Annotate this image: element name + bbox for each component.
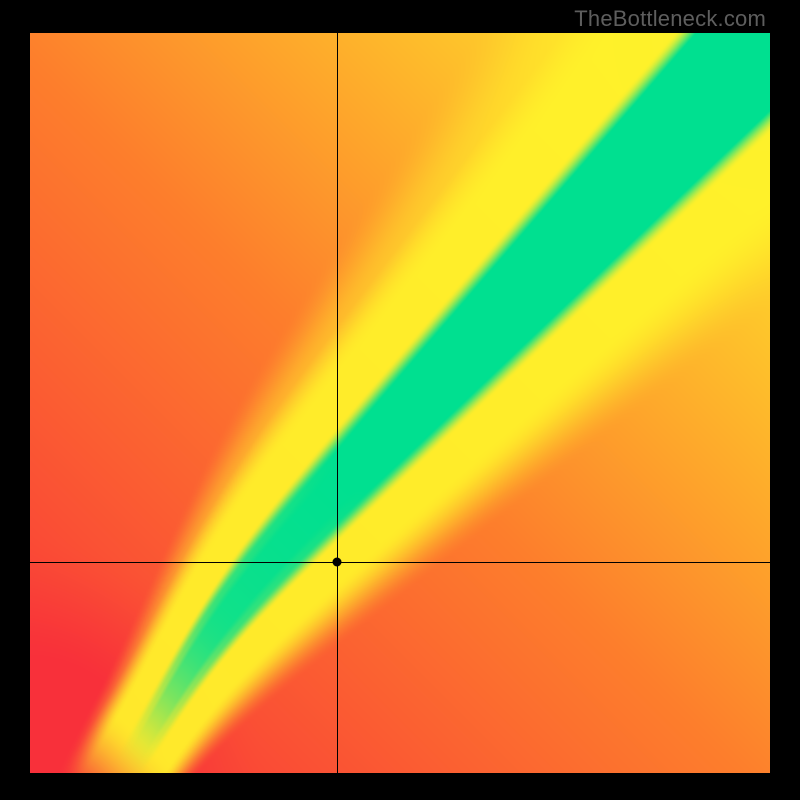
crosshair-horizontal	[30, 562, 770, 563]
crosshair-dot	[333, 558, 342, 567]
chart-frame: TheBottleneck.com	[0, 0, 800, 800]
watermark-text: TheBottleneck.com	[574, 6, 766, 32]
heatmap-canvas	[30, 33, 770, 773]
crosshair-vertical	[337, 33, 338, 773]
